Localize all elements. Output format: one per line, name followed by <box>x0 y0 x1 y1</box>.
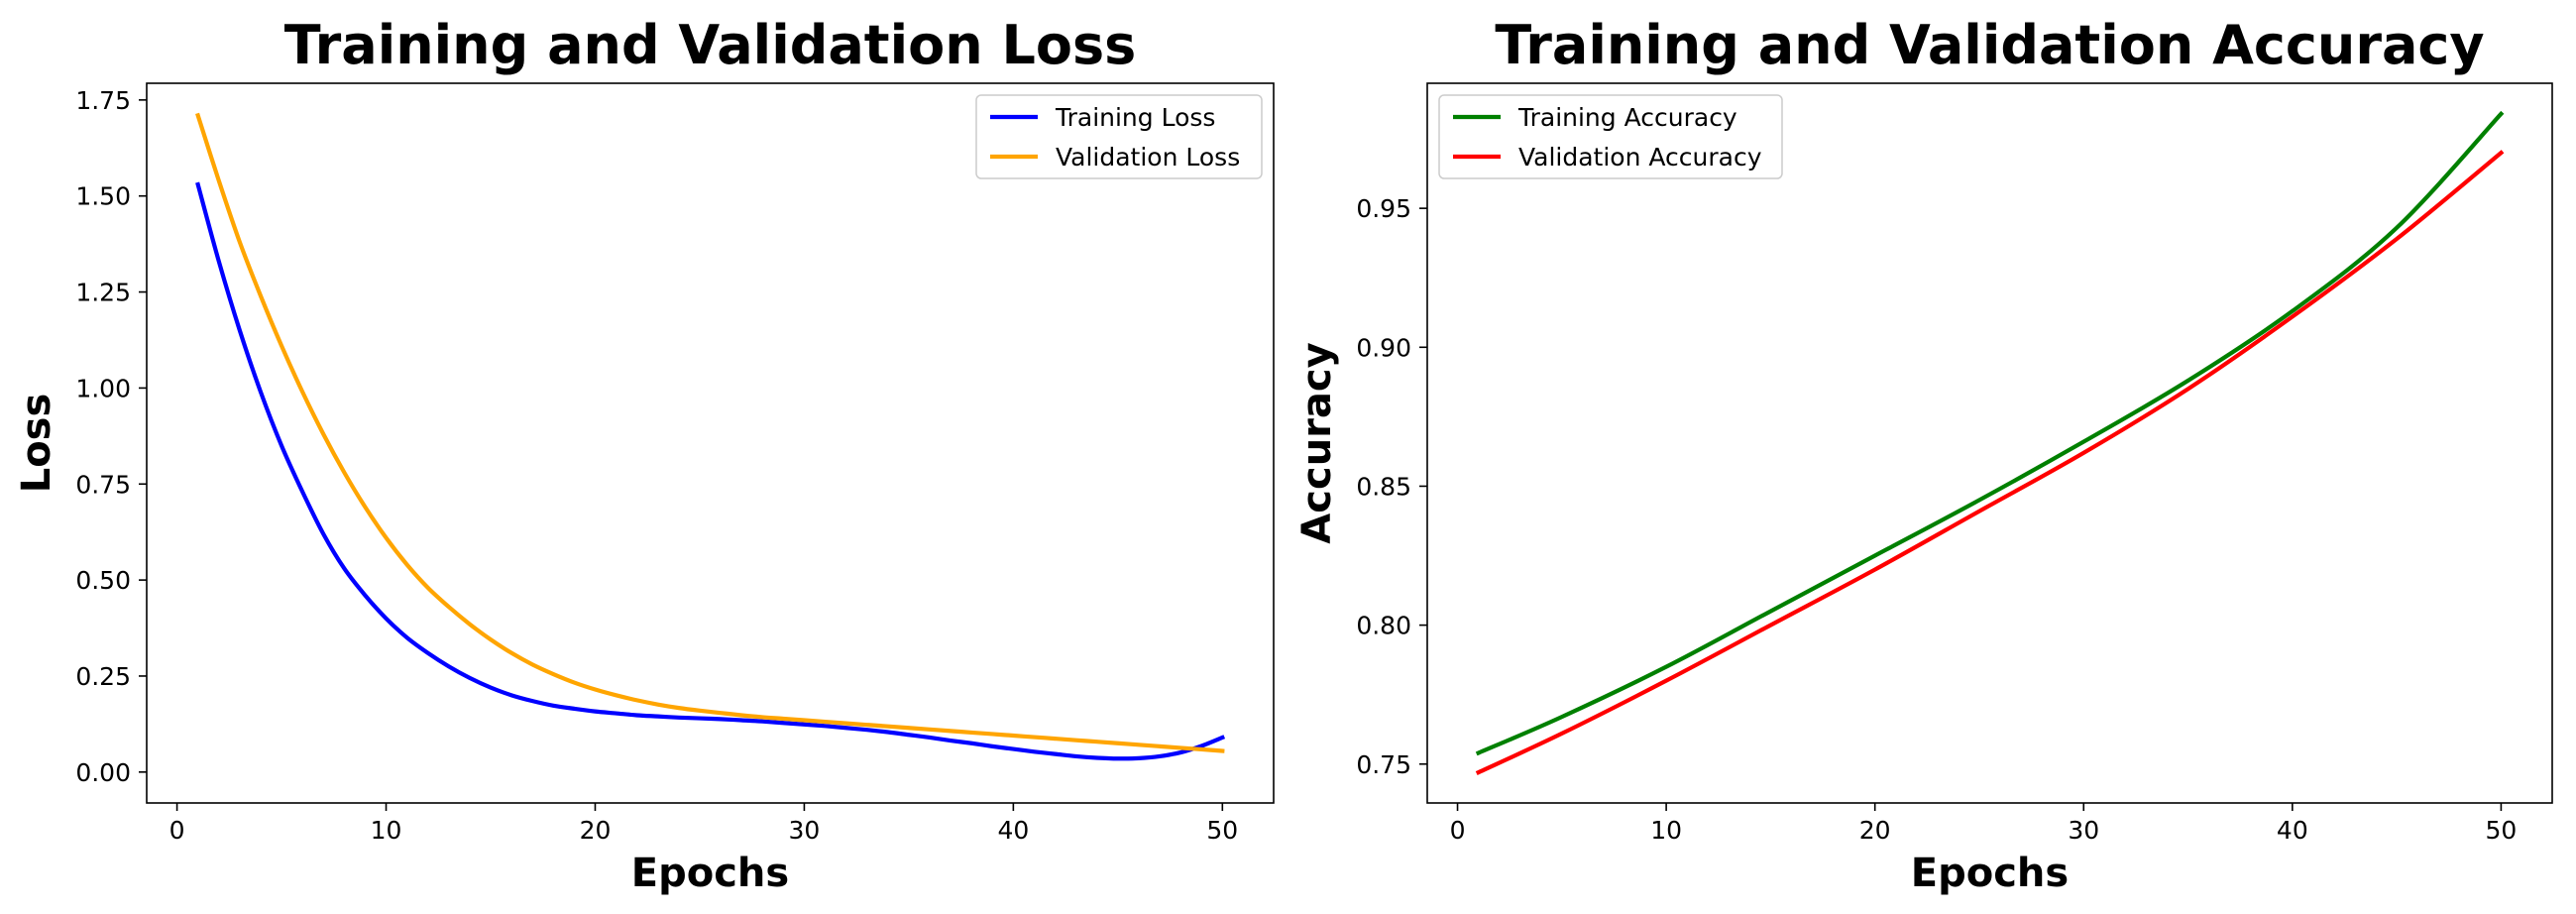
x-tick-label: 30 <box>789 816 821 845</box>
y-tick-label: 1.25 <box>75 279 131 307</box>
x-axis-label: Epochs <box>1911 851 2069 896</box>
y-tick-label: 0.25 <box>75 662 131 691</box>
y-tick-label: 1.00 <box>75 374 131 402</box>
y-axis-label: Accuracy <box>1294 342 1340 543</box>
x-tick-label: 10 <box>1650 816 1682 845</box>
x-tick-label: 50 <box>1206 816 1238 845</box>
y-tick-label: 1.75 <box>75 86 131 115</box>
y-tick-label: 0.90 <box>1356 333 1411 362</box>
x-tick-label: 20 <box>1859 816 1891 845</box>
legend-label-training-accuracy: Training Accuracy <box>1517 103 1737 132</box>
plot-frame <box>146 82 1275 804</box>
legend-label-validation-accuracy: Validation Accuracy <box>1518 143 1762 171</box>
x-tick-label: 10 <box>371 816 402 845</box>
legend-box <box>1438 94 1783 179</box>
y-tick-label: 0.85 <box>1356 472 1411 501</box>
loss-chart: Training and Validation Loss 0 10 20 30 40 50 0… <box>14 14 1275 896</box>
legend-label-validation-loss: Validation Loss <box>1056 143 1240 171</box>
y-tick-label: 1.50 <box>75 182 131 211</box>
legend-label-training-loss: Training Loss <box>1055 103 1215 132</box>
y-tick-label: 0.50 <box>75 566 131 595</box>
y-tick-label: 0.95 <box>1356 194 1411 223</box>
plot-frame <box>1426 82 2553 804</box>
chart-title: Training and Validation Accuracy <box>1495 14 2484 76</box>
y-tick-label: 0.75 <box>75 470 131 499</box>
legend-box <box>975 94 1263 179</box>
x-tick-label: 40 <box>2277 816 2308 845</box>
x-tick-label: 20 <box>580 816 612 845</box>
x-tick-label: 0 <box>169 816 185 845</box>
y-axis-label: Loss <box>14 394 59 494</box>
series-line-validation-accuracy <box>1475 150 2505 775</box>
y-tick-label: 0.80 <box>1356 612 1411 640</box>
x-axis-label: Epochs <box>631 851 789 896</box>
y-tick-label: 0.75 <box>1356 750 1411 779</box>
series-line-training-loss <box>195 181 1226 761</box>
x-tick-label: 40 <box>997 816 1029 845</box>
x-tick-label: 50 <box>2486 816 2518 845</box>
chart-title: Training and Validation Loss <box>284 14 1137 76</box>
y-tick-label: 0.00 <box>75 758 131 787</box>
legend: Training Loss Validation Loss <box>975 94 1263 179</box>
legend: Training Accuracy Validation Accuracy <box>1438 94 1783 179</box>
accuracy-chart: Training and Validation Accuracy 0 10 20 30 4… <box>1294 14 2553 896</box>
x-tick-label: 30 <box>2068 816 2099 845</box>
x-tick-label: 0 <box>1450 816 1466 845</box>
series-line-training-accuracy <box>1475 110 2505 756</box>
series-line-validation-loss <box>195 112 1225 753</box>
